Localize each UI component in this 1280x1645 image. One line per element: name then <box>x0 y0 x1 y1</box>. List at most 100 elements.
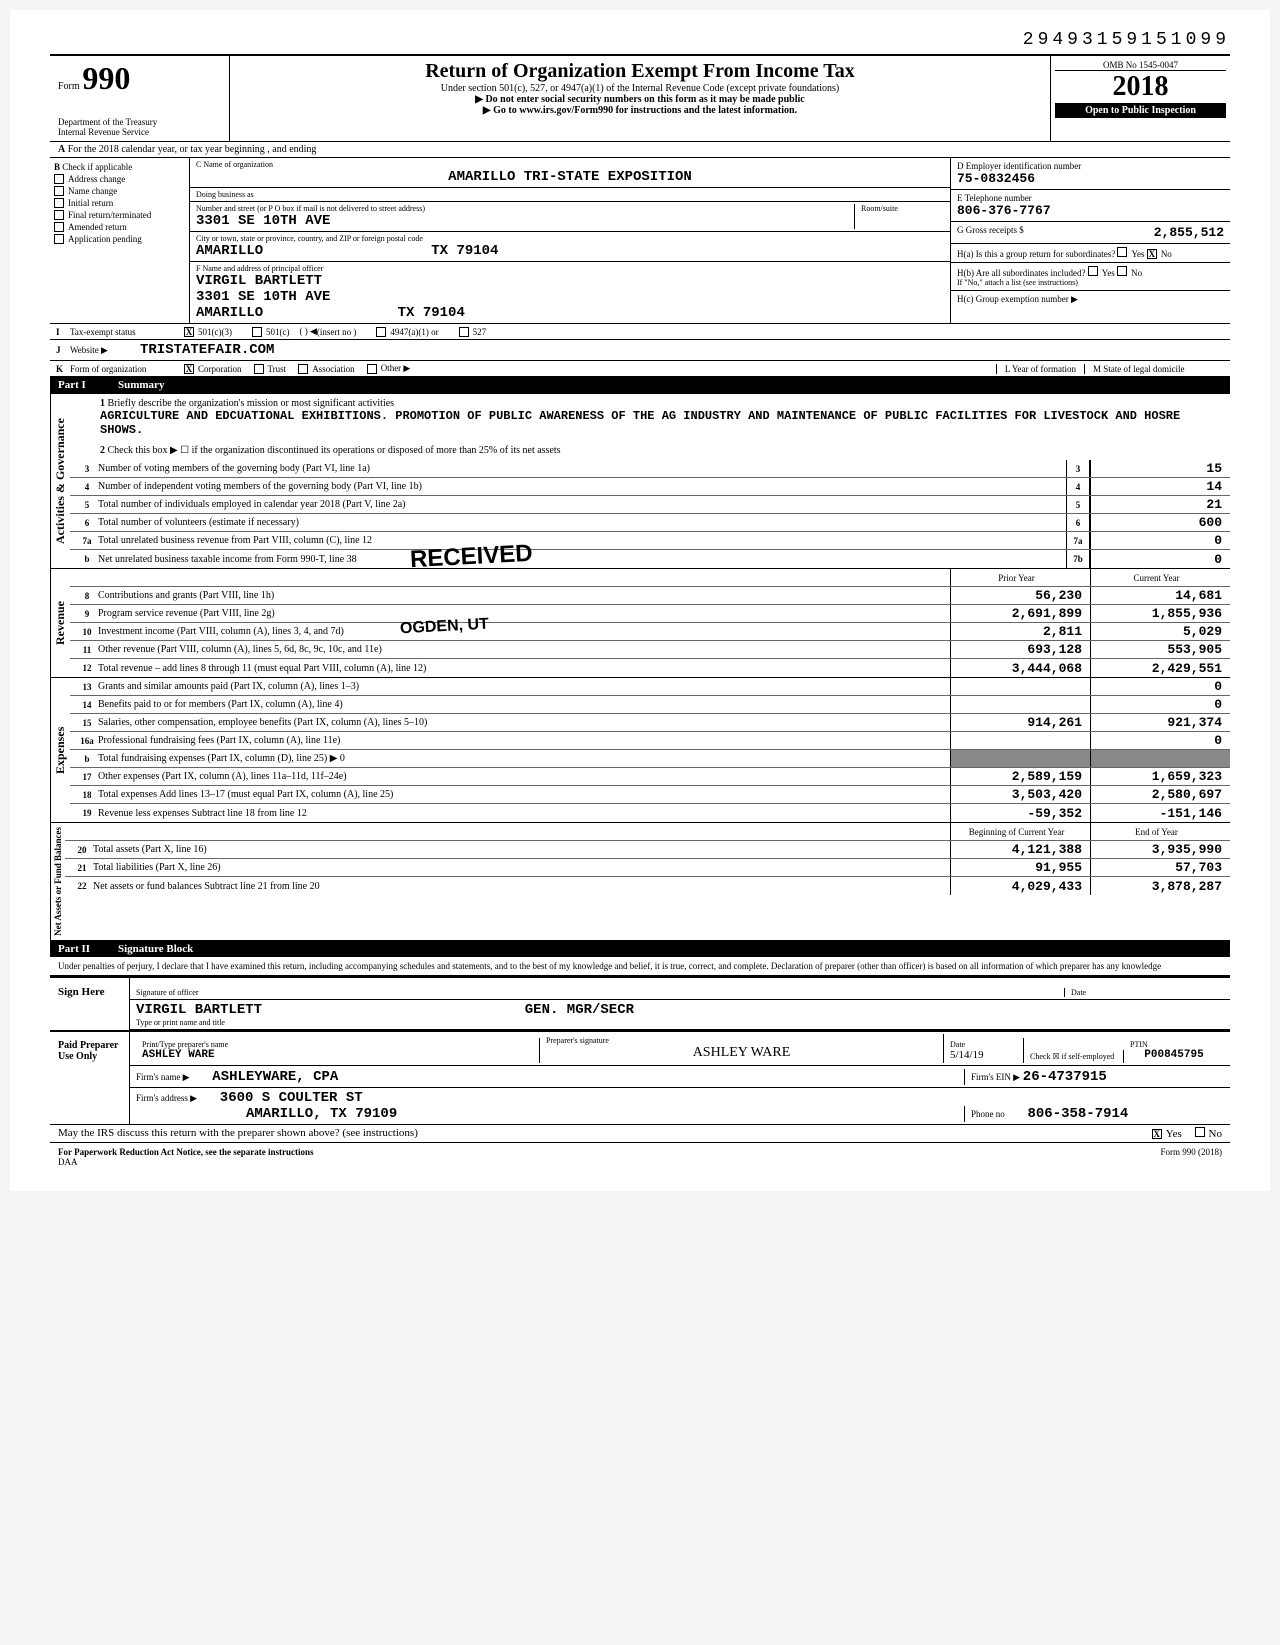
officer-name-row: VIRGIL BARTLETT GEN. MGR/SECR Type or pr… <box>130 1000 1230 1030</box>
form-990-page: 29493159151099 Form 990 Department of th… <box>10 10 1270 1191</box>
ha-no-checkbox[interactable]: X <box>1147 249 1157 259</box>
city-label: City or town, state or province, country… <box>196 234 944 243</box>
cb-address-change[interactable]: Address change <box>54 174 185 184</box>
j-label: Website ▶ <box>70 345 140 356</box>
expense-row: 18Total expenses Add lines 13–17 (must e… <box>70 786 1230 804</box>
checkboxes-column: B Check if applicable Address change Nam… <box>50 158 190 323</box>
hb-yes-checkbox[interactable] <box>1088 266 1098 276</box>
mission-text: AGRICULTURE AND EDCUATIONAL EXHIBITIONS.… <box>100 409 1200 437</box>
line1: 1 Briefly describe the organization's mi… <box>70 394 1230 441</box>
document-locator-number: 29493159151099 <box>50 30 1230 50</box>
omb-number: OMB No 1545-0047 <box>1055 60 1226 71</box>
governance-row: bNet unrelated business taxable income f… <box>70 550 1230 568</box>
right-info-column: D Employer identification number 75-0832… <box>950 158 1230 323</box>
firm-phone: 806-358-7914 <box>1028 1106 1129 1122</box>
gross-cell: G Gross receipts $ 2,855,512 <box>951 222 1230 244</box>
cb-4947[interactable] <box>376 327 386 337</box>
part1-title: Summary <box>118 379 164 391</box>
officer-addr: 3301 SE 10TH AVE <box>196 289 944 305</box>
governance-row: 5Total number of individuals employed in… <box>70 496 1230 514</box>
form-title: Return of Organization Exempt From Incom… <box>238 60 1042 83</box>
preparer-row-1: Print/Type preparer's name ASHLEY WARE P… <box>130 1032 1230 1066</box>
officer-section: F Name and address of principal officer … <box>190 262 950 323</box>
dba-row: Doing business as <box>190 188 950 202</box>
cb-501c3[interactable]: X <box>184 327 194 337</box>
self-employed-check: Check ☒ if self-employed <box>1024 1050 1124 1063</box>
sign-here-label: Sign Here <box>50 978 130 1030</box>
discuss-text: May the IRS discuss this return with the… <box>58 1127 418 1140</box>
prep-date-label: Date <box>950 1040 1017 1049</box>
org-name-row: C Name of organization AMARILLO TRI-STAT… <box>190 158 950 188</box>
prep-name: ASHLEY WARE <box>142 1049 533 1061</box>
ein: 75-0832456 <box>957 171 1224 186</box>
revenue-row: 10Investment income (Part VIII, column (… <box>70 623 1230 641</box>
firm-addr2: AMARILLO, TX 79109 <box>246 1106 397 1122</box>
address: 3301 SE 10TH AVE <box>196 213 854 229</box>
subtitle-1: Under section 501(c), 527, or 4947(a)(1)… <box>238 83 1042 94</box>
revenue-row: 12Total revenue – add lines 8 through 11… <box>70 659 1230 677</box>
page-footer: For Paperwork Reduction Act Notice, see … <box>50 1142 1230 1171</box>
cb-initial-return[interactable]: Initial return <box>54 198 185 208</box>
org-name: AMARILLO TRI-STATE EXPOSITION <box>196 169 944 185</box>
hc-note: If "No," attach a list (see instructions… <box>957 278 1224 287</box>
department-label: Department of the Treasury Internal Reve… <box>58 117 221 137</box>
asset-col-header-row: Beginning of Current Year End of Year <box>65 823 1230 841</box>
begin-year-label: Beginning of Current Year <box>950 823 1090 840</box>
type-name-label: Type or print name and title <box>136 1018 1224 1027</box>
form-header: Form 990 Department of the Treasury Inte… <box>50 54 1230 142</box>
gross-receipts: 2,855,512 <box>1154 225 1224 240</box>
m-label: M State of legal domicile <box>1084 364 1224 374</box>
discuss-yes-checkbox[interactable]: X <box>1152 1129 1162 1139</box>
firm-ein-label: Firm's EIN ▶ <box>971 1072 1020 1082</box>
current-year-label: Current Year <box>1090 569 1230 586</box>
d-label: D Employer identification number <box>957 161 1224 171</box>
ha-label: H(a) Is this a group return for subordin… <box>957 249 1115 259</box>
cb-application-pending[interactable]: Application pending <box>54 234 185 244</box>
address-row: Number and street (or P O box if mail is… <box>190 202 950 232</box>
cb-name-change[interactable]: Name change <box>54 186 185 196</box>
governance-row: 3Number of voting members of the governi… <box>70 460 1230 478</box>
hc-label: H(c) Group exemption number ▶ <box>957 294 1078 304</box>
org-info-column: C Name of organization AMARILLO TRI-STAT… <box>190 158 950 323</box>
firm-addr-label: Firm's address ▶ <box>136 1093 197 1103</box>
governance-row: 4Number of independent voting members of… <box>70 478 1230 496</box>
cb-527[interactable] <box>459 327 469 337</box>
part2-title: Signature Block <box>118 943 193 955</box>
part1-header: Part I Summary <box>50 377 1230 393</box>
part2-label: Part II <box>58 943 118 955</box>
footer-left: For Paperwork Reduction Act Notice, see … <box>58 1147 314 1157</box>
row-i-tax-status: I Tax-exempt status X501(c)(3) 501(c) ( … <box>50 324 1230 340</box>
prep-name-label: Print/Type preparer's name <box>142 1040 533 1049</box>
part1-body: Activities & Governance 1 Briefly descri… <box>50 393 1230 941</box>
city-row: City or town, state or province, country… <box>190 232 950 262</box>
part1-label: Part I <box>58 379 118 391</box>
firm-ein: 26-4737915 <box>1023 1069 1107 1085</box>
cb-corporation[interactable]: X <box>184 364 194 374</box>
discuss-no-checkbox[interactable] <box>1195 1127 1205 1137</box>
netassets-section: Net Assets or Fund Balances Beginning of… <box>50 822 1230 940</box>
hb-no-checkbox[interactable] <box>1117 266 1127 276</box>
form-label: Form <box>58 81 80 92</box>
prep-signature: ASHLEY WARE <box>546 1045 937 1061</box>
ha-cell: H(a) Is this a group return for subordin… <box>951 244 1230 263</box>
g-label: G Gross receipts $ <box>957 225 1024 240</box>
cb-association[interactable] <box>298 364 308 374</box>
e-label: E Telephone number <box>957 193 1224 203</box>
revenue-section: Revenue Prior Year Current Year 8Contrib… <box>50 568 1230 677</box>
paid-preparer-section: Paid Preparer Use Only Print/Type prepar… <box>50 1030 1230 1124</box>
cb-final-return[interactable]: Final return/terminated <box>54 210 185 220</box>
ha-yes-checkbox[interactable] <box>1117 247 1127 257</box>
cb-trust[interactable] <box>254 364 264 374</box>
row-k-form-org: K Form of organization XCorporation Trus… <box>50 361 1230 377</box>
cb-other[interactable] <box>367 364 377 374</box>
hc-cell: H(c) Group exemption number ▶ <box>951 291 1230 308</box>
row-a-text: For the 2018 calendar year, or tax year … <box>68 144 317 155</box>
cb-501c[interactable] <box>252 327 262 337</box>
expenses-section: Expenses 13Grants and similar amounts pa… <box>50 677 1230 822</box>
phone-cell: E Telephone number 806-376-7767 <box>951 190 1230 222</box>
header-left: Form 990 Department of the Treasury Inte… <box>50 56 230 141</box>
col-header-row: Prior Year Current Year <box>70 569 1230 587</box>
cb-amended-return[interactable]: Amended return <box>54 222 185 232</box>
sig-officer-label: Signature of officer <box>136 988 1064 997</box>
sig-officer-title: GEN. MGR/SECR <box>525 1002 634 1018</box>
